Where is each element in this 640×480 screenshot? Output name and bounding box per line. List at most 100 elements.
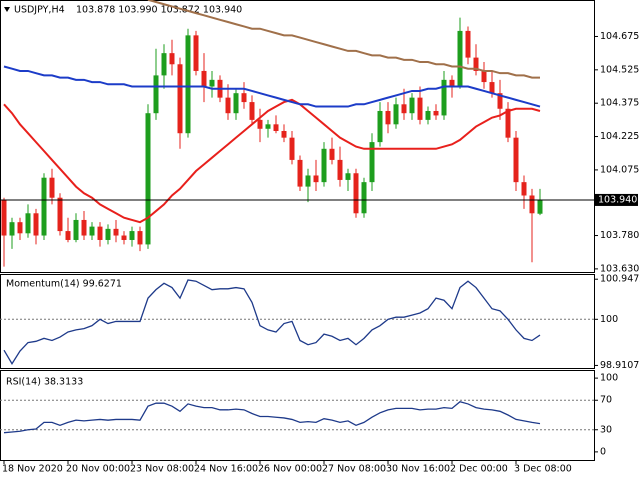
y-tick-label: 104.075: [600, 164, 639, 175]
candle-body: [265, 124, 271, 129]
candle-body: [57, 197, 63, 232]
x-tick-label: 2 Dec 00:00: [450, 464, 508, 475]
candle-body: [345, 173, 351, 180]
candle-body: [401, 104, 407, 114]
x-tick-label: 18 Nov 2020: [2, 464, 63, 475]
x-tick-label: 3 Dec 08:00: [514, 464, 572, 475]
candle-body: [361, 182, 367, 214]
y-tick-label: 70: [600, 395, 612, 406]
candle-body: [41, 177, 47, 236]
candle-body: [129, 231, 135, 240]
y-tick-label: 100.9472: [600, 274, 640, 285]
y-tick-label: 30: [600, 424, 612, 435]
candle-body: [297, 159, 303, 187]
y-tick-label: 98.9107: [600, 360, 639, 371]
indicator-line: [3, 401, 541, 434]
y-tick-label: 100: [600, 373, 618, 384]
candle-body: [329, 148, 335, 160]
momentum-title: Momentum(14) 99.6271: [6, 279, 122, 290]
candle-body: [81, 219, 87, 236]
moving-average: [147, 0, 540, 79]
candle-body: [369, 142, 375, 183]
candle-body: [17, 222, 23, 234]
candle-body: [337, 159, 343, 180]
candle-body: [9, 222, 15, 236]
candle-body: [289, 137, 295, 160]
x-tick-label: 23 Nov 08:00: [130, 464, 194, 475]
candle-body: [409, 97, 415, 114]
candle-body: [241, 93, 247, 103]
candle-body: [249, 102, 255, 120]
y-tick-label: 104.675: [600, 31, 639, 42]
candle-body: [73, 219, 79, 240]
moving-average: [3, 98, 541, 224]
y-tick-label: 104.375: [600, 98, 639, 109]
candle-body: [257, 119, 263, 129]
candle-body: [89, 226, 95, 236]
candle-body: [313, 175, 319, 183]
candle-body: [65, 231, 71, 240]
x-tick-label: 24 Nov 16:00: [194, 464, 258, 475]
y-tick-label: 103.630: [600, 263, 639, 274]
candle-body: [425, 110, 431, 120]
candle-body: [25, 213, 31, 234]
pane: [0, 279, 594, 366]
y-tick-label: 103.780: [600, 230, 639, 241]
candle-body: [209, 79, 215, 87]
rsi-pane-frame: [0, 370, 595, 461]
candle-body: [529, 195, 535, 214]
candle-body: [385, 110, 391, 125]
candle-body: [185, 35, 191, 134]
candle-body: [497, 93, 503, 109]
candle-body: [281, 130, 287, 138]
chart-quote: 103.878 103.990 103.872 103.940: [76, 5, 242, 16]
chart-title: USDJPY,H4: [14, 5, 65, 16]
candle-body: [97, 226, 103, 240]
pane: [0, 0, 594, 267]
x-tick-label: 27 Nov 08:00: [322, 464, 386, 475]
candle-body: [393, 104, 399, 125]
candle-body: [145, 113, 151, 245]
indicator-line: [3, 279, 541, 366]
candle-body: [1, 199, 7, 236]
candle-body: [33, 213, 39, 236]
x-tick-label: 30 Nov 16:00: [386, 464, 450, 475]
candle-body: [441, 79, 447, 116]
candle-body: [417, 97, 423, 120]
candle-body: [377, 110, 383, 143]
candle-body: [321, 148, 327, 183]
x-tick-label: 26 Nov 00:00: [258, 464, 322, 475]
candle-body: [169, 53, 175, 65]
candle-body: [433, 110, 439, 116]
pane: [0, 399, 594, 434]
candle-body: [177, 64, 183, 134]
candle-body: [161, 53, 167, 76]
candle-body: [225, 97, 231, 114]
current-price-tag: [594, 193, 638, 206]
candle-body: [537, 199, 543, 214]
candle-body: [465, 30, 471, 58]
candle-body: [121, 235, 127, 240]
candle-body: [273, 124, 279, 131]
candle-body: [305, 175, 311, 187]
current-price-label: 103.940: [598, 194, 637, 205]
y-tick-label: 104.225: [600, 131, 639, 142]
candle-body: [233, 93, 239, 114]
candle-body: [521, 182, 527, 196]
candle-body: [153, 75, 159, 114]
candle-body: [49, 177, 55, 198]
x-tick-label: 20 Nov 00:00: [66, 464, 130, 475]
candle-body: [137, 231, 143, 245]
candle-body: [489, 82, 495, 94]
candle-body: [481, 70, 487, 83]
candle-body: [457, 30, 463, 87]
momentum-pane-frame: [0, 274, 595, 369]
y-tick-label: 104.525: [600, 64, 639, 75]
candle-body: [505, 108, 511, 138]
candle-body: [113, 228, 119, 236]
candle-body: [193, 35, 199, 71]
candle-body: [513, 137, 519, 183]
